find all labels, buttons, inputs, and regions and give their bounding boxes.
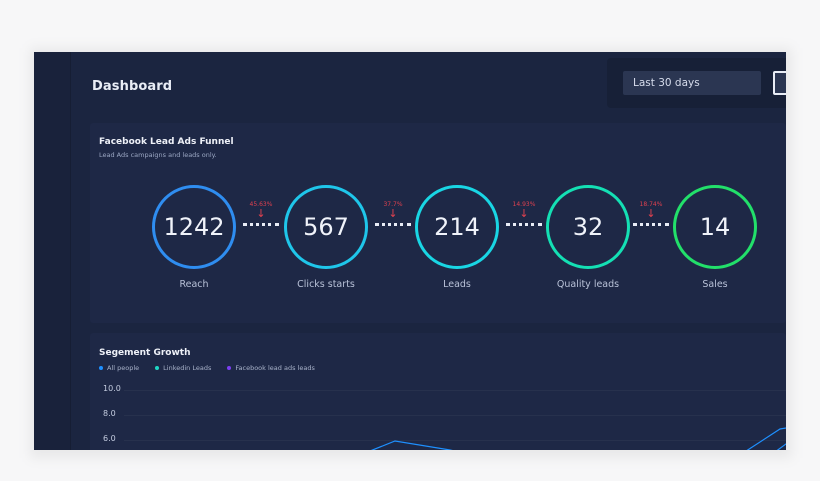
funnel-stage-reach: 1242 Reach [151, 185, 241, 295]
series-line-linkedin-leads [746, 427, 786, 450]
stage-ring: 567 [284, 185, 368, 269]
segment-growth-card: Segement Growth All people Linkedin Lead… [90, 333, 786, 450]
y-tick-label: 10.0 [103, 384, 121, 393]
legend-dot [227, 366, 232, 370]
dotted-connector [633, 223, 669, 226]
stage-label: Leads [443, 279, 471, 290]
stage-label: Sales [702, 279, 728, 290]
stage-ring: 1242 [152, 185, 236, 269]
date-filter-panel: Last 30 days [607, 58, 786, 108]
funnel-stage-sales: 14 Sales [672, 185, 762, 295]
stage-value: 1242 [163, 213, 225, 241]
funnel-connector-1: 45.63% ↓ [241, 201, 281, 241]
dotted-connector [243, 223, 279, 226]
stage-label: Reach [179, 279, 209, 290]
conversion-rate: 18.74% [639, 201, 663, 208]
funnel-title: Facebook Lead Ads Funnel [99, 137, 234, 147]
y-tick-label: 8.0 [103, 409, 116, 418]
funnel-stage-leads: 214 Leads [414, 185, 504, 295]
growth-title: Segement Growth [99, 348, 191, 358]
stage-ring: 32 [546, 185, 630, 269]
stage-ring: 214 [415, 185, 499, 269]
series-line-all-people [370, 440, 453, 450]
legend-item-all-people[interactable]: All people [99, 364, 139, 372]
legend-label: Linkedin Leads [163, 364, 212, 372]
dotted-connector [506, 223, 542, 226]
dotted-connector [375, 223, 411, 226]
stage-value: 214 [434, 213, 480, 241]
conversion-rate: 14.93% [512, 201, 536, 208]
legend-dot [155, 366, 160, 370]
stage-value: 14 [699, 213, 731, 241]
arrow-down-icon: ↓ [519, 207, 529, 220]
sidebar [34, 52, 71, 450]
funnel-card: Facebook Lead Ads Funnel Lead Ads campai… [90, 123, 786, 323]
dashboard-screen: Dashboard Last 30 days Facebook Lead Ads… [34, 52, 786, 450]
arrow-down-icon: ↓ [256, 207, 266, 220]
legend-dot [99, 366, 103, 370]
gridline [124, 415, 786, 416]
legend-item-facebook-lead-ads-leads[interactable]: Facebook lead ads leads [227, 364, 315, 372]
page-title: Dashboard [92, 79, 173, 94]
legend-label: All people [107, 364, 140, 372]
funnel-connector-4: 18.74% ↓ [631, 201, 671, 241]
funnel-stage-quality-leads: 32 Quality leads [545, 185, 635, 295]
stage-ring: 14 [673, 185, 757, 269]
growth-plot-area [370, 427, 786, 450]
funnel-subtitle: Lead Ads campaigns and leads only. [99, 151, 217, 159]
stage-value: 32 [572, 213, 604, 241]
main-content: Dashboard Last 30 days Facebook Lead Ads… [71, 52, 786, 450]
gridline [124, 440, 786, 441]
arrow-down-icon: ↓ [646, 207, 656, 220]
calendar-button[interactable] [773, 71, 786, 95]
funnel-connector-3: 14.93% ↓ [504, 201, 544, 241]
arrow-down-icon: ↓ [388, 207, 398, 220]
stage-value: 567 [303, 213, 349, 241]
chart-legend: All people Linkedin Leads Facebook lead … [99, 364, 315, 372]
gridline [124, 390, 786, 391]
legend-label: Facebook lead ads leads [235, 364, 315, 372]
conversion-rate: 45.63% [249, 201, 273, 208]
funnel-connector-2: 37.7% ↓ [373, 201, 413, 241]
funnel-stage-clicks: 567 Clicks starts [283, 185, 373, 295]
legend-item-linkedin-leads[interactable]: Linkedin Leads [155, 364, 211, 372]
y-tick-label: 6.0 [103, 434, 116, 443]
conversion-rate: 37.7% [383, 201, 403, 208]
stage-label: Clicks starts [297, 279, 355, 290]
date-range-select[interactable]: Last 30 days [623, 71, 761, 95]
stage-label: Quality leads [556, 279, 620, 290]
